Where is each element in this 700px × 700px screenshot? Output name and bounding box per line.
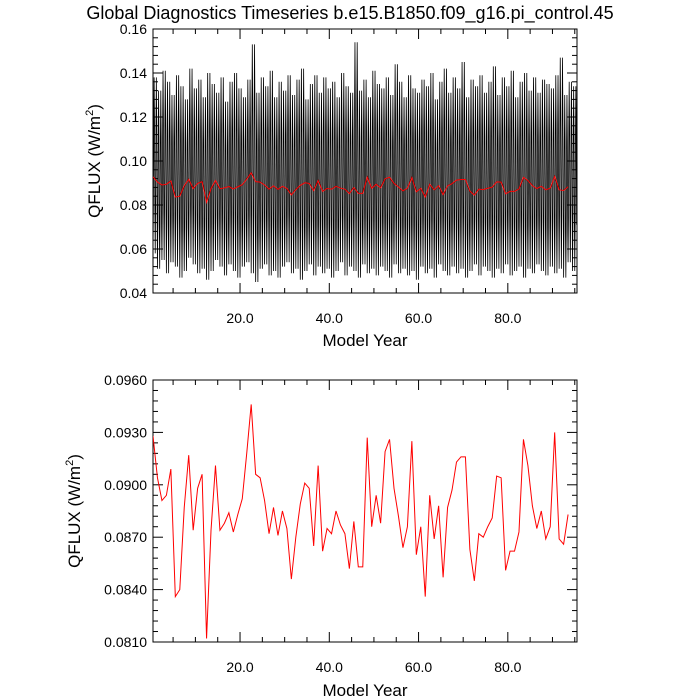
x-tick-label: 60.0: [405, 659, 432, 675]
y-tick-label: 0.0840: [104, 582, 147, 598]
y-tick-label: 0.10: [120, 153, 147, 169]
plot-frame: [152, 379, 578, 643]
x-axis-title: Model Year: [322, 681, 407, 700]
x-tick-label: 60.0: [405, 310, 432, 326]
x-tick-label: 40.0: [316, 659, 343, 675]
series-line-monthly: [153, 42, 577, 283]
x-axis-title: Model Year: [322, 331, 407, 350]
x-tick-label: 20.0: [226, 310, 253, 326]
y-tick-label: 0.08: [120, 197, 147, 213]
x-tick-label: 20.0: [226, 659, 253, 675]
y-tick-label: 0.16: [120, 21, 147, 37]
series-line-annual-mean: [153, 171, 569, 205]
x-tick-label: 80.0: [494, 310, 521, 326]
series-line-annual-mean: [153, 404, 569, 639]
x-tick-label: 40.0: [316, 310, 343, 326]
y-tick-label: 0.14: [120, 65, 147, 81]
y-axis-title: QFLUX (W/m2): [84, 104, 104, 218]
y-axis-title: QFLUX (W/m2): [64, 454, 84, 568]
y-tick-label: 0.0960: [104, 372, 147, 388]
y-tick-label: 0.0930: [104, 424, 147, 440]
x-tick-label: 80.0: [494, 659, 521, 675]
y-tick-label: 0.0900: [104, 477, 147, 493]
bottom-panel: 20.0 40.0 60.0 80.0 0.0810 0.0840 0.0870 0.0900…: [64, 372, 578, 700]
y-tick-label: 0.0870: [104, 529, 147, 545]
top-panel: 20.0 40.0 60.0 80.0 0.04 0.06 0.08 0.10 0.12 0.14…: [84, 21, 578, 350]
y-tick-label: 0.12: [120, 109, 147, 125]
chart-title: Global Diagnostics Timeseries b.e15.B185…: [86, 3, 613, 24]
y-tick-label: 0.06: [120, 241, 147, 257]
y-tick-label: 0.0810: [104, 634, 147, 650]
y-tick-label: 0.04: [120, 285, 147, 301]
